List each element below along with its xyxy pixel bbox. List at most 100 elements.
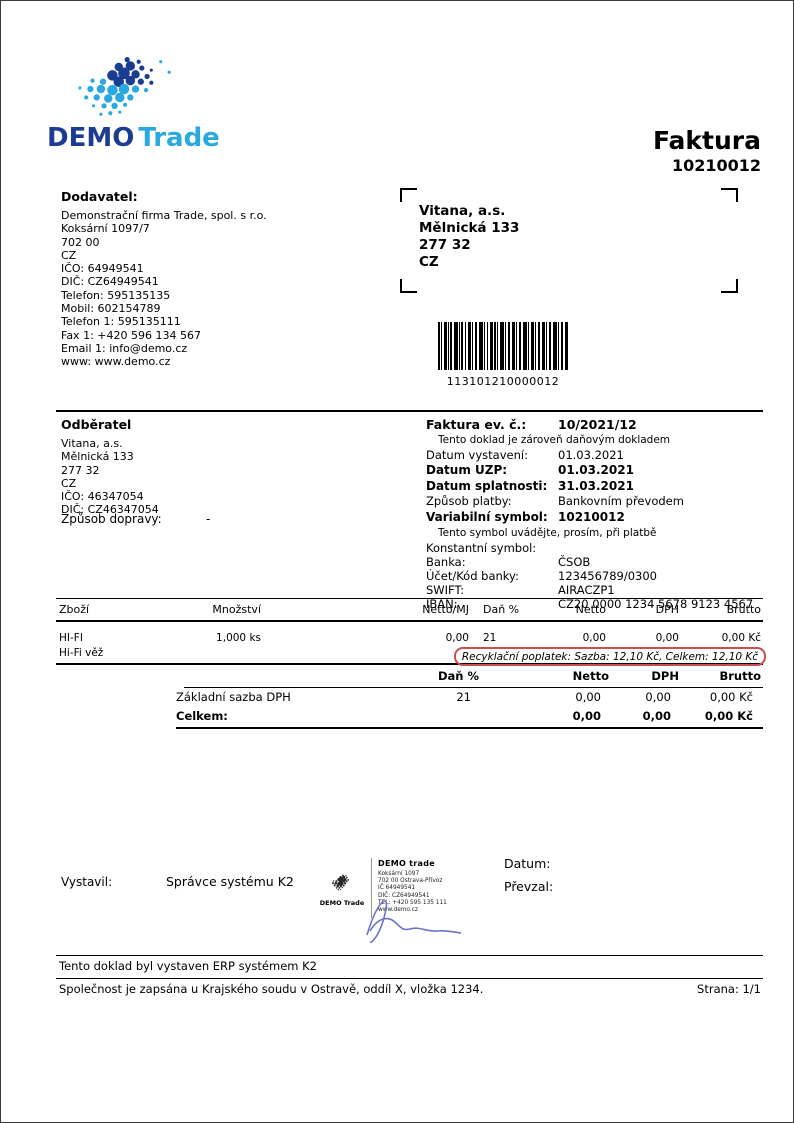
- grand-total-brutto: 0,00 Kč: [704, 708, 753, 723]
- stamp-line: 702 00 Ostrava-Přívoz: [378, 878, 443, 885]
- barcode-image: [438, 322, 568, 370]
- transport-row: Způsob dopravy: -: [61, 512, 210, 526]
- items-table-body: HI-FI 1,000 ks 0,00 21 0,00 0,00 0,00 Kč…: [56, 622, 766, 666]
- stamp-line: DIČ: CZ64949541: [378, 892, 430, 899]
- company-logo: DEMO Trade: [47, 53, 237, 151]
- invoice-details: Faktura ev. č.: 10/2021/12 Tento doklad …: [426, 417, 766, 611]
- shipping-address-line: Mělnická 133: [419, 220, 520, 236]
- detail-label: Účet/Kód banky:: [426, 568, 519, 583]
- detail-value: 01.03.2021: [558, 463, 634, 478]
- supplier-line: DIČ: CZ64949541: [61, 275, 159, 289]
- customer-line: CZ: [61, 476, 77, 490]
- customer-label: Odběratel: [61, 417, 132, 432]
- detail-label: Konstantní symbol:: [426, 540, 537, 555]
- totals-brutto: 0,00 Kč: [709, 690, 753, 704]
- supplier-line: Koksární 1097/7: [61, 222, 150, 236]
- footer-erp-note: Tento doklad byl vystaven ERP systémem K…: [59, 959, 317, 973]
- column-header: Netto: [572, 669, 609, 683]
- column-header: Brutto: [719, 669, 761, 683]
- customer-line: 277 32: [61, 463, 100, 477]
- item-name: HI-FI: [59, 632, 83, 644]
- item-tax-rate: 21: [483, 632, 497, 644]
- detail-row: Faktura ev. č.: 10/2021/12: [426, 417, 766, 433]
- document-title: Faktura: [652, 126, 761, 155]
- logo-dots-icon: [78, 57, 171, 116]
- detail-row: Účet/Kód banky: 123456789/0300: [426, 569, 766, 583]
- column-header: Brutto: [726, 603, 761, 616]
- barcode-number: 113101210000012: [446, 375, 560, 388]
- supplier-line: www: www.demo.cz: [61, 355, 171, 369]
- supplier-line: Mobil: 602154789: [61, 302, 161, 316]
- supplier-line: Email 1: info@demo.cz: [61, 341, 188, 355]
- address-window-corner: [400, 188, 417, 202]
- date-label: Datum:: [504, 856, 551, 871]
- stamp-line: www.demo.cz: [378, 907, 418, 914]
- detail-label: Banka:: [426, 554, 466, 569]
- item-subname: Hi-Fi věž: [59, 646, 104, 659]
- footer-registration-note: Společnost je zapsána u Krajského soudu …: [59, 982, 484, 996]
- items-table-header: Zboží Množství Netto/MJ Daň % Netto DPH …: [56, 598, 763, 622]
- grand-total-tax-rate: [413, 708, 491, 726]
- items-table: Zboží Množství Netto/MJ Daň % Netto DPH …: [56, 598, 766, 666]
- detail-row: Variabilní symbol: 10210012: [426, 510, 766, 526]
- totals-netto: 0,00: [575, 690, 601, 704]
- shipping-address: Vitana, a.s. Mělnická 133 277 32 CZ: [419, 203, 519, 271]
- grand-total-netto: 0,00: [572, 708, 601, 723]
- detail-label: Způsob platby:: [426, 494, 512, 509]
- supplier-line: CZ: [61, 248, 77, 262]
- supplier-line: Demonstrační firma Trade, spol. s r.o.: [61, 209, 267, 222]
- document-title-block: Faktura 10210012: [653, 127, 761, 177]
- detail-note: Tento doklad je zároveň daňovým dokladem: [438, 433, 671, 446]
- address-window-corner: [400, 279, 417, 293]
- detail-value: 01.03.2021: [558, 447, 624, 462]
- item-dph: 0,00: [655, 632, 679, 644]
- totals-row: Základní sazba DPH 21 0,00 0,00 0,00 Kč: [176, 688, 763, 707]
- address-window-corner: [721, 279, 738, 293]
- grand-total-label: Celkem:: [176, 708, 228, 723]
- logo-text-demo: DEMO: [47, 123, 135, 153]
- logo-wordmark: DEMO Trade: [47, 125, 237, 151]
- detail-row: Způsob platby: Bankovním převodem: [426, 494, 766, 510]
- supplier-line: 702 00: [61, 235, 100, 249]
- item-qty: 1,000 ks: [216, 632, 261, 644]
- detail-row: SWIFT: AIRACZP1: [426, 583, 766, 597]
- detail-note: Tento symbol uvádějte, prosím, při platb…: [438, 526, 657, 539]
- detail-value: CZ20 0000 1234 5678 9123 4567: [558, 596, 754, 611]
- recycle-fee-annotation: Recyklační poplatek: Sazba: 12,10 Kč, Ce…: [454, 647, 766, 666]
- detail-label: Variabilní symbol:: [426, 509, 548, 524]
- shipping-address-line: 277 32: [419, 237, 471, 253]
- customer-line: DIČ: CZ46347054: [61, 503, 159, 517]
- footer-divider: [56, 955, 763, 956]
- footer-divider: [56, 978, 763, 979]
- page-indicator: Strana: 1/1: [697, 982, 761, 996]
- shipping-address-line: CZ: [419, 254, 439, 270]
- section-divider: [56, 410, 763, 412]
- grand-total-row: Celkem: 0,00 0,00 0,00 Kč: [176, 707, 763, 729]
- item-netto-mj: 0,00: [445, 632, 469, 644]
- item-netto: 0,00: [582, 632, 606, 644]
- address-window: Vitana, a.s. Mělnická 133 277 32 CZ: [400, 188, 738, 293]
- shipping-address-line: Vitana, a.s.: [419, 203, 506, 219]
- issued-by-label: Vystavil:: [61, 875, 113, 889]
- customer-line: IČO: 46347054: [61, 490, 144, 504]
- detail-label: Datum UZP:: [426, 463, 508, 478]
- supplier-line: Telefon: 595135135: [61, 288, 171, 302]
- detail-row: Datum vystavení: 01.03.2021: [426, 448, 766, 464]
- stamp-brand-text: DEMO Trade: [319, 899, 365, 907]
- stamp-divider: [371, 858, 372, 918]
- stamp-line: Koksární 1097: [378, 871, 420, 877]
- totals-header: Daň % Netto DPH Brutto: [184, 666, 763, 688]
- totals-table: Daň % Netto DPH Brutto Základní sazba DP…: [176, 666, 763, 729]
- column-header: Netto/MJ: [422, 603, 469, 616]
- detail-label: Datum splatnosti:: [426, 478, 548, 493]
- item-subrow: Hi-Fi věž: [56, 646, 763, 661]
- supplier-line: IČO: 64949541: [61, 262, 144, 276]
- column-header: DPH: [651, 669, 679, 683]
- detail-row: IBAN: CZ20 0000 1234 5678 9123 4567: [426, 597, 766, 611]
- company-stamp: DEMO Trade DEMO trade Koksární 1097 702 …: [313, 858, 468, 920]
- detail-value: 123456789/0300: [558, 568, 657, 583]
- column-header: Daň %: [437, 669, 479, 683]
- issued-by-value: Správce systému K2: [166, 874, 294, 889]
- stamp-text-block: DEMO trade Koksární 1097 702 00 Ostrava-…: [372, 858, 447, 920]
